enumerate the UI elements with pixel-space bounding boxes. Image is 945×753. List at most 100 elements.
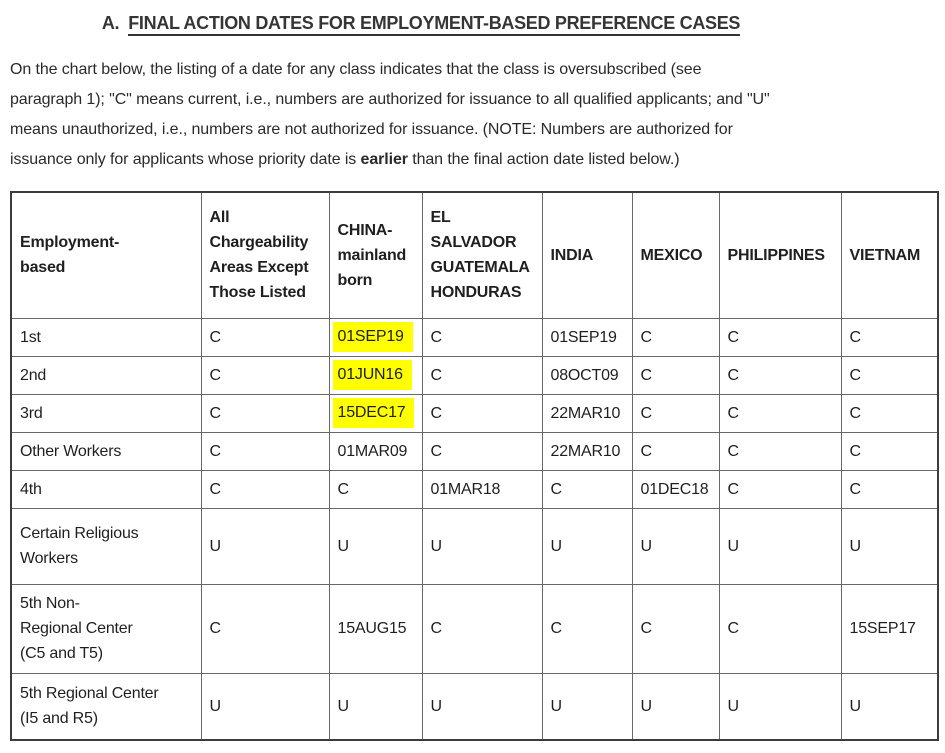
table-cell: C <box>421 355 543 395</box>
table-cell: C <box>840 431 939 471</box>
table-cell: 01MAR09 <box>328 431 423 471</box>
table-cell: C <box>840 317 939 357</box>
table-body: 1st C 01SEP19 C 01SEP19 C C C 2nd C 01JUN16 C 08OCT0… <box>10 317 939 741</box>
table-cell: 15AUG15 <box>328 583 423 674</box>
row-label: 5th Non- Regional Center (C5 and T5) <box>10 583 202 674</box>
table-cell: C <box>421 583 543 674</box>
table-cell: U <box>840 507 939 585</box>
column-header: All Chargeability Areas Except Those Lis… <box>200 191 330 319</box>
table-cell: U <box>541 507 633 585</box>
table-row: 3rd C 15DEC17 C 22MAR10 C C C <box>10 393 939 433</box>
table-cell: U <box>328 672 423 741</box>
table-row: 2nd C 01JUN16 C 08OCT09 C C C <box>10 355 939 395</box>
table-cell: U <box>631 672 720 741</box>
row-label: Other Workers <box>10 431 202 471</box>
table-cell: C <box>631 355 720 395</box>
table-cell: U <box>421 507 543 585</box>
table-cell: C <box>718 469 842 509</box>
table-cell: C <box>421 317 543 357</box>
table-cell: C <box>631 583 720 674</box>
section-title: A. FINAL ACTION DATES FOR EMPLOYMENT-BASE… <box>10 13 832 36</box>
table-cell: C <box>200 317 330 357</box>
table-cell: 01SEP19 <box>328 317 423 357</box>
table-cell: C <box>421 393 543 433</box>
table-header: Employment- based All Chargeability Areas… <box>10 191 939 319</box>
table-cell: U <box>200 507 330 585</box>
paragraph-text: paragraph 1); "C" means current, i.e., n… <box>10 91 770 108</box>
row-label: 4th <box>10 469 202 509</box>
column-header: VIETNAM <box>840 191 939 319</box>
table-cell: 22MAR10 <box>541 431 633 471</box>
table-cell: C <box>200 393 330 433</box>
table-cell: C <box>200 583 330 674</box>
table-row: 1st C 01SEP19 C 01SEP19 C C C <box>10 317 939 357</box>
table-cell: 01JUN16 <box>328 355 423 395</box>
table-row: 5th Non- Regional Center (C5 and T5) C 15A… <box>10 583 939 674</box>
paragraph-line: means unauthorized, i.e., numbers are no… <box>10 115 935 145</box>
table-cell: U <box>328 507 423 585</box>
row-label: Certain Religious Workers <box>10 507 202 585</box>
paragraph-line: paragraph 1); "C" means current, i.e., n… <box>10 85 935 115</box>
paragraph-text: than the final action date listed below.… <box>407 151 680 168</box>
table-cell: C <box>200 431 330 471</box>
table-cell: C <box>200 355 330 395</box>
table-cell: 08OCT09 <box>541 355 633 395</box>
table-cell: C <box>631 431 720 471</box>
table-cell: 15SEP17 <box>840 583 939 674</box>
column-header: CHINA- mainland born <box>328 191 423 319</box>
table-cell: C <box>328 469 423 509</box>
final-action-dates-table: Employment- based All Chargeability Areas… <box>10 191 939 741</box>
paragraph-text: means unauthorized, i.e., numbers are no… <box>10 121 733 138</box>
table-cell: C <box>718 393 842 433</box>
table-row: Certain Religious Workers U U U U U U U <box>10 507 939 585</box>
table-row: Other Workers C 01MAR09 C 22MAR10 C C C <box>10 431 939 471</box>
table-row: 5th Regional Center (I5 and R5) U U U U U U U <box>10 672 939 741</box>
table-cell: C <box>631 393 720 433</box>
row-label: 1st <box>10 317 202 357</box>
column-header: EL SALVADOR GUATEMALA HONDURAS <box>421 191 543 319</box>
column-header: Employment- based <box>10 191 202 319</box>
highlighted-date: 01SEP19 <box>332 322 413 352</box>
table-cell: U <box>541 672 633 741</box>
intro-paragraph: On the chart below, the listing of a dat… <box>10 55 935 175</box>
table-cell: U <box>200 672 330 741</box>
row-label: 5th Regional Center (I5 and R5) <box>10 672 202 741</box>
paragraph-line: On the chart below, the listing of a dat… <box>10 55 935 85</box>
table-cell: 22MAR10 <box>541 393 633 433</box>
paragraph-text: On the chart below, the listing of a dat… <box>10 61 702 78</box>
table-cell: C <box>541 469 633 509</box>
table-cell: C <box>718 583 842 674</box>
table-cell: C <box>541 583 633 674</box>
row-label: 3rd <box>10 393 202 433</box>
table-cell: 01DEC18 <box>631 469 720 509</box>
column-header: MEXICO <box>631 191 720 319</box>
table-cell: U <box>840 672 939 741</box>
table-cell: U <box>631 507 720 585</box>
table-cell: 15DEC17 <box>328 393 423 433</box>
table-cell: C <box>718 431 842 471</box>
column-header: INDIA <box>541 191 633 319</box>
highlighted-date: 15DEC17 <box>332 398 415 428</box>
highlighted-date: 01JUN16 <box>332 360 412 390</box>
table-cell: 01SEP19 <box>541 317 633 357</box>
section-letter: A. <box>101 13 120 33</box>
table-cell: C <box>421 431 543 471</box>
emphasized-text: earlier <box>360 151 408 168</box>
table-cell: C <box>718 355 842 395</box>
section-title-text: FINAL ACTION DATES FOR EMPLOYMENT-BASED … <box>128 13 740 36</box>
table-cell: C <box>718 317 842 357</box>
table-cell: U <box>421 672 543 741</box>
column-header: PHILIPPINES <box>718 191 842 319</box>
table-cell: U <box>718 672 842 741</box>
paragraph-line: issuance only for applicants whose prior… <box>10 145 935 175</box>
paragraph-text: issuance only for applicants whose prior… <box>10 151 361 168</box>
table-cell: C <box>840 393 939 433</box>
header-row: Employment- based All Chargeability Areas… <box>10 191 939 319</box>
table-cell: U <box>718 507 842 585</box>
table-cell: 01MAR18 <box>421 469 543 509</box>
table-row: 4th C C 01MAR18 C 01DEC18 C C <box>10 469 939 509</box>
table-cell: C <box>631 317 720 357</box>
table-cell: C <box>840 355 939 395</box>
row-label: 2nd <box>10 355 202 395</box>
